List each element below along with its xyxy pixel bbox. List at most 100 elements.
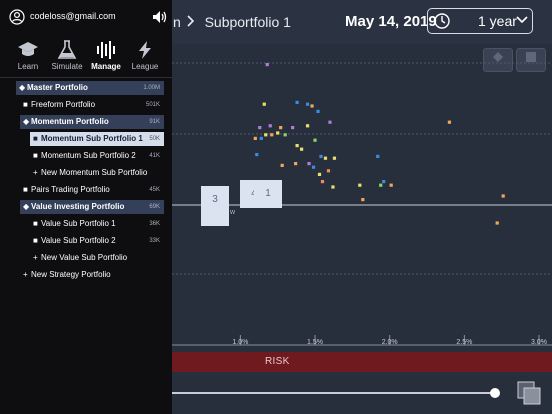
speaker-icon[interactable] <box>151 9 167 25</box>
data-point <box>268 124 272 128</box>
tree-item-amount: 501K <box>145 102 160 108</box>
breadcrumb[interactable]: n Subportfolio 1 <box>173 14 291 30</box>
data-point <box>319 154 323 158</box>
data-point <box>501 194 505 198</box>
data-point <box>295 100 299 104</box>
breadcrumb-current: Subportfolio 1 <box>204 14 291 30</box>
tree-item-amount: 41K <box>149 153 160 159</box>
data-point <box>317 172 322 176</box>
tree-item-amount: 36K <box>149 221 160 227</box>
tab-label: Simulate <box>51 62 83 71</box>
square-bullet-icon: ■ <box>33 219 38 228</box>
tree-item-label: Pairs Trading Portfolio <box>31 185 110 194</box>
data-point <box>253 136 257 140</box>
date-label[interactable]: May 14, 2019 <box>345 13 437 30</box>
tree-item-amount: 1.00M <box>143 85 160 91</box>
chart-option-button[interactable] <box>516 48 546 72</box>
diamond-icon: ◆ <box>23 117 30 126</box>
data-point <box>264 133 268 137</box>
data-point <box>305 102 310 106</box>
data-point <box>331 185 335 189</box>
tree-item[interactable]: + New Strategy Portfolio <box>20 268 164 282</box>
tree-item-amount: 33K <box>149 238 160 244</box>
tree-item[interactable]: + New Value Sub Portfolio <box>30 251 164 265</box>
tree-item-label: Value Sub Portfolio 2 <box>41 236 116 245</box>
tree-item[interactable]: ◆ Master Portfolio 1.00M <box>16 81 164 95</box>
tree-item[interactable]: ■ Pairs Trading Portfolio 45K <box>20 183 164 197</box>
tree-item-label: New Momentum Sub Portfolio <box>41 168 148 177</box>
data-point <box>279 126 283 130</box>
data-point <box>262 102 266 106</box>
data-point <box>307 162 311 166</box>
tree-item-amount: 69K <box>149 204 160 210</box>
data-point <box>255 153 259 157</box>
data-point <box>305 124 310 128</box>
tree-item[interactable]: ■ Momentum Sub Portfolio 2 41K <box>30 149 164 163</box>
diamond-icon: ◆ <box>23 202 30 211</box>
data-point <box>291 126 295 130</box>
tab-simulate[interactable]: Simulate <box>47 40 87 76</box>
data-point <box>328 120 332 124</box>
account-email[interactable]: codeloss@gmail.com <box>30 11 116 21</box>
x-tick-label: 1.0% <box>232 339 248 346</box>
data-point <box>316 109 320 113</box>
data-point <box>299 147 304 151</box>
tab-manage[interactable]: Manage <box>86 40 126 76</box>
tree-item-amount: 45K <box>149 187 160 193</box>
tab-label: League <box>131 62 159 71</box>
tree-item[interactable]: ■ Value Sub Portfolio 1 36K <box>30 217 164 231</box>
tree-item-amount: 91K <box>149 119 160 125</box>
graduation-cap-icon <box>18 42 38 56</box>
layers-button[interactable] <box>516 380 542 411</box>
x-tick-label: 3.0% <box>531 339 547 346</box>
breadcrumb-prev[interactable]: n <box>173 14 181 30</box>
data-point <box>265 63 269 67</box>
data-point <box>320 180 325 184</box>
plus-icon: + <box>23 270 28 279</box>
data-point <box>495 221 499 225</box>
tree-item[interactable]: ■ Freeform Portfolio 501K <box>20 98 164 112</box>
tab-label: Manage <box>91 62 121 71</box>
tab-league[interactable]: League <box>125 40 165 76</box>
data-point <box>283 133 287 137</box>
flask-icon <box>57 40 77 59</box>
data-point <box>295 144 299 148</box>
period-selector[interactable]: 1 year <box>427 8 533 34</box>
x-axis-label: RISK <box>265 356 290 367</box>
tree-item[interactable]: ■ Momentum Sub Portfolio 1 50K <box>30 132 164 146</box>
tab-learn[interactable]: Learn <box>8 40 48 76</box>
data-point <box>358 183 362 187</box>
tree-item[interactable]: ■ Value Sub Portfolio 2 33K <box>30 234 164 248</box>
tree-item[interactable]: + New Momentum Sub Portfolio <box>30 166 164 180</box>
overlay-chip[interactable]: 1 <box>254 180 282 208</box>
tree-item-label: New Strategy Portfolio <box>31 270 111 279</box>
tree-item-label: Freeform Portfolio <box>31 100 96 109</box>
bars-icon <box>97 41 115 59</box>
data-point <box>379 183 383 187</box>
data-point <box>311 165 316 169</box>
overlay-chip[interactable]: 3 <box>201 186 229 226</box>
x-tick-label: 1.5% <box>307 339 323 346</box>
clock-icon <box>434 13 450 29</box>
tree-item[interactable]: ◆ Value Investing Portfolio 69K <box>20 200 164 214</box>
data-point <box>376 154 380 158</box>
tree-item-label: Master Portfolio <box>27 83 88 92</box>
overlay-chip-label: w <box>230 209 236 216</box>
risk-axis-band <box>172 352 552 372</box>
square-bullet-icon: ■ <box>23 100 28 109</box>
diamond-icon: ◆ <box>19 83 26 92</box>
chart-option-button[interactable] <box>483 48 513 72</box>
tree-item-label: New Value Sub Portfolio <box>41 253 128 262</box>
tree-item[interactable]: ◆ Momentum Portfolio 91K <box>20 115 164 129</box>
data-point <box>270 133 274 137</box>
data-point <box>313 138 317 142</box>
period-value: 1 year <box>478 13 517 29</box>
layers-icon <box>517 381 541 405</box>
time-slider-handle[interactable] <box>490 388 500 398</box>
tree-item-amount: 50K <box>149 136 160 142</box>
square-icon <box>526 52 536 62</box>
account-icon[interactable] <box>9 9 25 25</box>
time-slider[interactable] <box>172 392 496 394</box>
nav-tabs: Learn Simulate Manage League <box>0 40 172 76</box>
